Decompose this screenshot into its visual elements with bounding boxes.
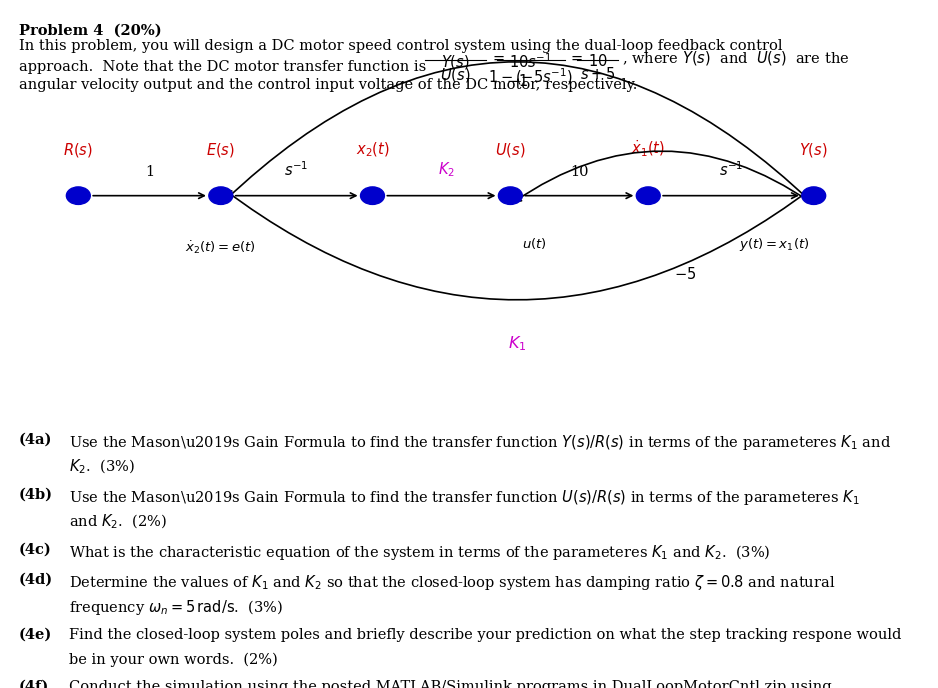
Text: , where $Y(s)$  and  $U(s)$  are the: , where $Y(s)$ and $U(s)$ are the <box>622 49 849 67</box>
Text: $\dot{x}_2(t) = e(t)$: $\dot{x}_2(t) = e(t)$ <box>186 239 256 256</box>
Text: $10$: $10$ <box>588 53 608 69</box>
Text: In this problem, you will design a DC motor speed control system using the dual-: In this problem, you will design a DC mo… <box>19 39 782 53</box>
Text: Use the Mason\u2019s Gain Formula to find the transfer function $U(s)/R(s)$ in t: Use the Mason\u2019s Gain Formula to fin… <box>69 488 860 507</box>
Text: $U(s)$: $U(s)$ <box>495 140 525 158</box>
Text: $1-(-5s^{-1})$: $1-(-5s^{-1})$ <box>488 66 573 87</box>
Text: $K_2$: $K_2$ <box>437 160 455 179</box>
Text: frequency $\omega_n=5\,\mathrm{rad/s}$.  (3%): frequency $\omega_n=5\,\mathrm{rad/s}$. … <box>69 598 283 616</box>
Text: $-1$: $-1$ <box>507 73 528 89</box>
Text: (4f): (4f) <box>19 680 49 688</box>
Circle shape <box>636 187 660 204</box>
Text: $s^{-1}$: $s^{-1}$ <box>719 160 743 179</box>
Text: $\dot{x}_1(t)$: $\dot{x}_1(t)$ <box>631 138 665 158</box>
Circle shape <box>802 187 825 204</box>
FancyArrowPatch shape <box>514 151 811 203</box>
FancyArrowPatch shape <box>224 189 811 300</box>
Text: Use the Mason\u2019s Gain Formula to find the transfer function $Y(s)/R(s)$ in t: Use the Mason\u2019s Gain Formula to fin… <box>69 433 891 452</box>
Text: Find the closed-loop system poles and briefly describe your prediction on what t: Find the closed-loop system poles and br… <box>69 627 901 642</box>
Text: (4b): (4b) <box>19 488 53 502</box>
Text: approach.  Note that the DC motor transfer function is: approach. Note that the DC motor transfe… <box>19 60 426 74</box>
Circle shape <box>360 187 385 204</box>
Text: and $K_2$.  (2%): and $K_2$. (2%) <box>69 513 167 531</box>
Text: $=$: $=$ <box>568 51 583 65</box>
Text: $U(s)$: $U(s)$ <box>440 66 471 84</box>
Text: (4c): (4c) <box>19 543 52 557</box>
Text: $Y(s)$: $Y(s)$ <box>799 140 828 158</box>
Text: 10: 10 <box>570 165 588 179</box>
Text: $Y(s)$: $Y(s)$ <box>441 53 470 71</box>
FancyArrowPatch shape <box>224 62 811 202</box>
Text: What is the characteristic equation of the system in terms of the parameteres $K: What is the characteristic equation of t… <box>69 543 771 562</box>
Text: $K_1$: $K_1$ <box>508 334 526 352</box>
Text: (4d): (4d) <box>19 572 53 587</box>
Text: $E(s)$: $E(s)$ <box>206 140 235 158</box>
Circle shape <box>498 187 522 204</box>
Text: 1: 1 <box>145 165 154 179</box>
Text: (4a): (4a) <box>19 433 52 447</box>
Text: $y(t)=x_1(t)$: $y(t)=x_1(t)$ <box>739 236 809 253</box>
Text: $R(s)$: $R(s)$ <box>64 140 93 158</box>
Circle shape <box>67 187 90 204</box>
Text: Conduct the simulation using the posted MATLAB/Simulink programs in DualLoopMoto: Conduct the simulation using the posted … <box>69 680 832 688</box>
Text: (4e): (4e) <box>19 627 52 642</box>
Text: $10s^{-1}$: $10s^{-1}$ <box>509 53 552 72</box>
Text: $=$: $=$ <box>491 51 506 65</box>
Text: be in your own words.  (2%): be in your own words. (2%) <box>69 652 278 667</box>
Text: $x_2(t)$: $x_2(t)$ <box>356 140 389 158</box>
Text: $u(t)$: $u(t)$ <box>522 236 547 251</box>
Text: $-5$: $-5$ <box>673 266 696 283</box>
Text: $K_2$.  (3%): $K_2$. (3%) <box>69 458 135 476</box>
Text: angular velocity output and the control input voltage of the DC motor, respectiv: angular velocity output and the control … <box>19 78 637 92</box>
Text: Determine the values of $K_1$ and $K_2$ so that the closed-loop system has dampi: Determine the values of $K_1$ and $K_2$ … <box>69 572 836 592</box>
Text: $s+5$: $s+5$ <box>580 66 615 82</box>
Circle shape <box>209 187 233 204</box>
Text: $s^{-1}$: $s^{-1}$ <box>284 160 309 179</box>
Text: Problem 4  (20%): Problem 4 (20%) <box>19 23 161 38</box>
